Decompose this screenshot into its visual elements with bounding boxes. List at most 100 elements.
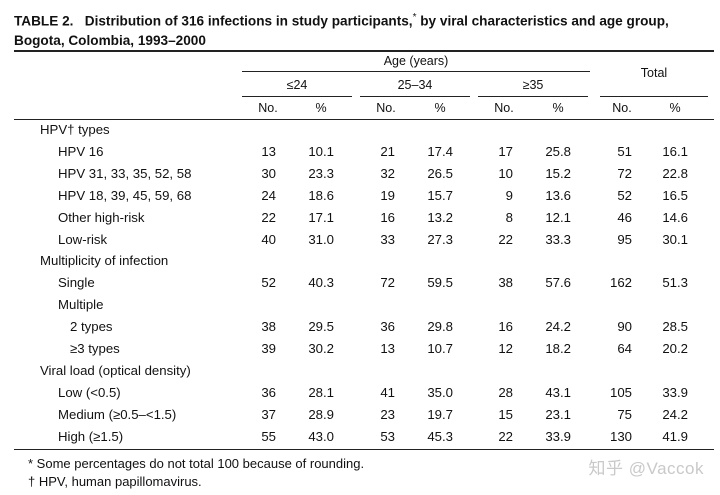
footnote-hpv: † HPV, human papillomavirus. [28,474,202,489]
cell-percent: 45.3 [427,428,453,444]
cell-percent: 22.8 [662,165,688,181]
total-underline [600,96,708,97]
table-row: Multiple [0,297,720,317]
cell-percent: 26.5 [427,165,453,181]
age-group-2-header: 25–34 [397,78,433,92]
cell-count: 21 [380,143,395,159]
cell-count: 52 [617,187,632,203]
cell-percent: 57.6 [545,275,571,291]
row-label: Low (<0.5) [58,384,121,400]
cell-count: 16 [380,209,395,225]
cell-percent: 24.2 [545,319,571,335]
bottom-rule [14,449,714,450]
cell-percent: 19.7 [427,406,453,422]
cell-count: 75 [617,406,632,422]
cell-percent: 29.8 [427,319,453,335]
cell-count: 53 [380,428,395,444]
row-label: Viral load (optical density) [40,362,191,378]
row-label: HPV† types [40,122,110,137]
cell-percent: 35.0 [427,384,453,400]
table-row: HPV 18, 39, 45, 59, 68 24 18.6 19 15.7 9 13.6 5… [0,188,720,208]
no-header: No. [258,101,278,115]
cell-count: 10 [498,165,513,181]
cell-percent: 43.1 [545,384,571,400]
cell-percent: 17.1 [308,209,334,225]
pct-header: % [315,101,327,115]
row-label: ≥3 types [70,341,120,356]
title-text: Distribution of 316 infections in study … [84,13,413,29]
row-label: Single [58,275,95,291]
group-1-underline [242,96,352,97]
age-group-1-header: ≤24 [286,78,308,92]
cell-percent: 12.1 [545,209,571,225]
cell-percent: 14.6 [662,209,688,225]
cell-count: 13 [261,143,276,159]
cell-count: 13 [380,341,395,356]
cell-percent: 18.2 [545,341,571,356]
title-footnote-marker: * [412,12,417,23]
cell-percent: 33.3 [545,231,571,247]
cell-percent: 51.3 [662,275,688,291]
row-label: HPV 16 [58,143,104,159]
cell-percent: 30.2 [308,341,334,356]
watermark: 知乎 @Vaccok [588,459,704,478]
cell-percent: 15.7 [427,187,453,203]
cell-percent: 15.2 [545,165,571,181]
cell-count: 72 [617,165,632,181]
cell-percent: 28.5 [662,319,688,335]
table-row: Low-risk 40 31.0 33 27.3 22 33.3 95 30.1 [0,232,720,252]
pct-header: % [434,101,446,115]
table-row: Viral load (optical density) [0,363,720,383]
cell-percent: 23.3 [308,165,334,181]
cell-percent: 13.2 [427,209,453,225]
row-label: Multiplicity of infection [40,253,169,269]
cell-count: 24 [261,187,276,203]
cell-count: 17 [498,143,513,159]
cell-percent: 31.0 [308,231,334,247]
table-row: HPV 16 13 10.1 21 17.4 17 25.8 51 16.1 [0,144,720,164]
cell-count: 32 [380,165,395,181]
cell-count: 95 [617,231,632,247]
table-row: Single 52 40.3 72 59.5 38 57.6 162 51.3 [0,275,720,295]
cell-count: 9 [505,187,513,203]
row-label: HPV 31, 33, 35, 52, 58 [58,165,192,181]
row-label: Other high-risk [58,209,145,225]
cell-count: 52 [261,275,276,291]
cell-count: 30 [261,165,276,181]
cell-count: 36 [261,384,276,400]
row-label: 2 types [70,319,113,335]
cell-percent: 16.1 [662,143,688,159]
top-rule [14,50,714,52]
title-line2: Bogota, Colombia, 1993–2000 [14,32,206,48]
cell-count: 40 [261,231,276,247]
table-row: ≥3 types 39 30.2 13 10.7 12 18.2 64 20.2 [0,341,720,361]
row-label: Medium (≥0.5–<1.5) [58,406,177,422]
cell-count: 36 [380,319,395,335]
pct-header: % [552,101,564,115]
cell-count: 38 [498,275,513,291]
cell-percent: 25.8 [545,143,571,159]
age-group-underline [242,71,590,72]
pct-header: % [669,101,681,115]
cell-percent: 27.3 [427,231,453,247]
age-group-header: Age (years) [383,54,449,68]
cell-count: 22 [498,428,513,444]
cell-count: 41 [380,384,395,400]
cell-count: 28 [498,384,513,400]
no-header: No. [494,101,514,115]
cell-percent: 24.2 [662,406,688,422]
cell-count: 12 [498,341,513,356]
cell-count: 51 [617,143,632,159]
cell-percent: 41.9 [662,428,688,444]
cell-count: 90 [617,319,632,335]
cell-percent: 28.9 [308,406,334,422]
cell-count: 55 [261,428,276,444]
cell-count: 130 [609,428,632,444]
cell-count: 105 [609,384,632,400]
cell-percent: 28.1 [308,384,334,400]
cell-count: 37 [261,406,276,422]
cell-count: 22 [498,231,513,247]
table-title: TABLE 2. Distribution of 316 infections … [14,8,714,50]
cell-percent: 20.2 [662,341,688,356]
cell-count: 23 [380,406,395,422]
